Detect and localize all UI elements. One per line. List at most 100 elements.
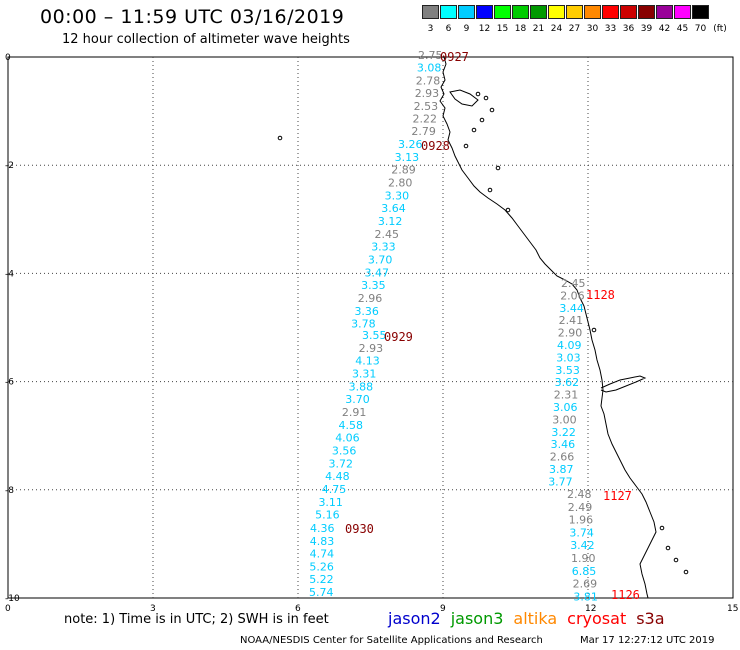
wave-height-value: 3.26 [398,138,423,151]
wave-height-value: 4.13 [355,355,380,368]
wave-height-value: 1.96 [569,514,594,527]
wave-height-value: 2.75 [418,49,443,62]
coastline-bay-path [600,375,647,393]
wave-height-value: 2.96 [358,292,383,305]
legend-swatch [674,5,691,19]
wave-height-value: 3.35 [361,279,386,292]
legend-swatch [692,5,709,19]
legend-label: 33 [604,24,617,34]
pass-time-label: 1126 [611,588,640,602]
wave-height-value: 3.64 [381,202,406,215]
x-tick-label: 9 [440,604,446,614]
legend-swatch [440,5,457,19]
wave-height-value: 3.70 [345,393,370,406]
wave-height-value: 4.09 [557,339,582,352]
wave-height-value: 2.78 [416,74,441,87]
satellite-legend-item: jason2 [388,609,441,628]
island [483,95,489,101]
page-subtitle: 12 hour collection of altimeter wave hei… [62,32,350,47]
satellite-legend: jason2 jason3 altika cryosat s3a [388,609,675,628]
pass-time-label: 1127 [603,489,632,503]
island [659,525,665,531]
wave-height-value: 3.13 [395,151,420,164]
legend-label: 70 [694,24,707,34]
pass-time-label: 0928 [421,139,450,153]
footer-timestamp: Mar 17 12:27:12 UTC 2019 [580,635,715,646]
wave-height-value: 5.16 [315,509,340,522]
wave-height-value: 3.36 [354,305,379,318]
pass-time-label: 1128 [586,288,615,302]
wave-height-value: 3.87 [549,463,574,476]
legend-swatch [422,5,439,19]
satellite-legend-item: cryosat [567,609,627,628]
wave-height-value: 2.06 [560,289,585,302]
y-tick-label: -6 [5,378,14,388]
axis-labels: 0 3 6 9 12 15 0 -2 -4 -6 -8 -10 [5,53,738,614]
wave-height-value: 4.83 [310,535,335,548]
x-tick-label: 15 [727,604,738,614]
legend-label: 42 [658,24,671,34]
wave-height-value: 3.78 [351,318,376,331]
legend-label: 15 [496,24,509,34]
wave-height-value: 6.85 [572,565,597,578]
altimeter-tracks: 2.753.082.782.932.532.222.7909273.263.13… [309,49,640,603]
wave-height-value: 3.46 [551,438,576,451]
wave-height-value: 2.93 [359,342,384,355]
island [683,569,689,575]
wave-height-value: 3.12 [378,215,403,228]
legend-swatch [530,5,547,19]
wave-height-value: 1.90 [571,552,596,565]
island [277,135,283,141]
legend-swatch [584,5,601,19]
x-tick-label: 0 [5,604,11,614]
wave-height-value: 3.88 [349,380,374,393]
x-tick-label: 12 [585,604,596,614]
wave-height-value: 2.45 [561,277,586,290]
wave-height-value: 4.06 [335,432,360,445]
x-tick-label: 3 [150,604,156,614]
wave-height-value: 2.41 [559,314,584,327]
wave-height-value: 3.06 [553,401,578,414]
pass-time-label: 0927 [440,50,469,64]
wave-height-value: 3.11 [318,496,343,509]
island [463,143,469,149]
legend-unit: (ft) [713,24,727,34]
coastline-sound-path [449,89,479,107]
wave-height-value: 3.03 [556,351,581,364]
island [673,557,679,563]
legend-swatch [548,5,565,19]
legend-label: 30 [586,24,599,34]
islands [277,91,689,575]
legend-label: 9 [463,24,470,34]
wave-height-value: 4.58 [339,419,364,432]
island [665,545,671,551]
wave-height-value: 3.08 [417,62,442,75]
wave-height-value: 4.75 [322,483,347,496]
wave-height-value: 3.56 [332,444,357,457]
wave-height-value: 3.74 [569,526,594,539]
wave-height-value: 3.22 [551,426,576,439]
pass-time-label: 0929 [384,330,413,344]
coastline-path [439,56,657,599]
legend-swatch [656,5,673,19]
wave-height-value: 5.74 [309,586,334,599]
wave-height-value: 4.48 [325,470,350,483]
y-tick-label: -4 [5,269,14,279]
wave-height-value: 2.93 [415,87,440,100]
map-note: note: 1) Time is in UTC; 2) SWH is in fe… [64,612,329,627]
legend-label: 24 [550,24,563,34]
wave-height-value: 3.00 [552,413,577,426]
wave-height-value: 3.77 [548,475,573,488]
legend-swatch [494,5,511,19]
wave-height-value: 3.55 [362,329,387,342]
legend-swatch [476,5,493,19]
x-tick-label: 6 [295,604,301,614]
wave-height-value: 4.36 [310,522,335,535]
island [591,327,597,333]
wave-height-value: 2.90 [558,327,583,340]
legend-swatch [602,5,619,19]
wave-height-value: 2.89 [391,164,416,177]
y-tick-label: -2 [5,161,14,171]
wave-height-value: 3.30 [385,189,410,202]
